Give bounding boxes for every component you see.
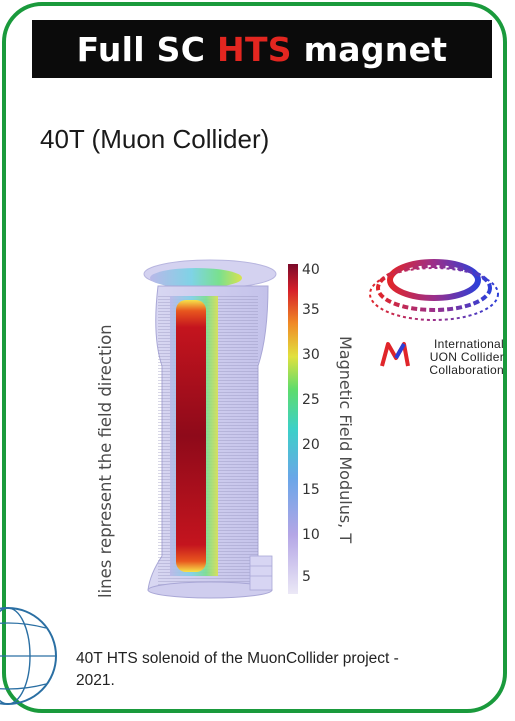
- imcc-logo-text: International UON Collider Collaboration: [380, 338, 504, 377]
- colorbar-tick: 10: [302, 527, 320, 543]
- logo-line-1: International: [434, 337, 504, 351]
- colorbar-tick: 30: [302, 347, 320, 363]
- colorbar-tick: 35: [302, 302, 320, 318]
- subtitle: 40T (Muon Collider): [40, 124, 270, 154]
- title-hts: HTS: [217, 29, 292, 69]
- colorbar-tick: 15: [302, 482, 320, 498]
- field-lines-caption: lines represent the field direction: [96, 324, 115, 598]
- colorbar-tick: 25: [302, 392, 320, 408]
- colorbar-tick: 40: [302, 262, 320, 278]
- imcc-logo: [369, 259, 499, 367]
- logo-line-2: UON Collider: [429, 350, 504, 364]
- colorbar-label: Magnetic Field Modulus, T: [336, 336, 355, 544]
- logo-line-3: Collaboration: [429, 363, 504, 377]
- slide-title: Full SC HTS magnet: [32, 20, 492, 78]
- colorbar: [288, 264, 298, 594]
- figure-caption: 40T HTS solenoid of the MuonCollider pro…: [76, 650, 399, 689]
- colorbar-tick: 5: [302, 569, 311, 585]
- solenoid-image: [143, 259, 277, 599]
- title-part-1: Full SC: [76, 29, 218, 69]
- title-part-3: magnet: [291, 29, 448, 69]
- globe-logo-icon: [0, 607, 57, 705]
- colorbar-tick: 20: [302, 437, 320, 453]
